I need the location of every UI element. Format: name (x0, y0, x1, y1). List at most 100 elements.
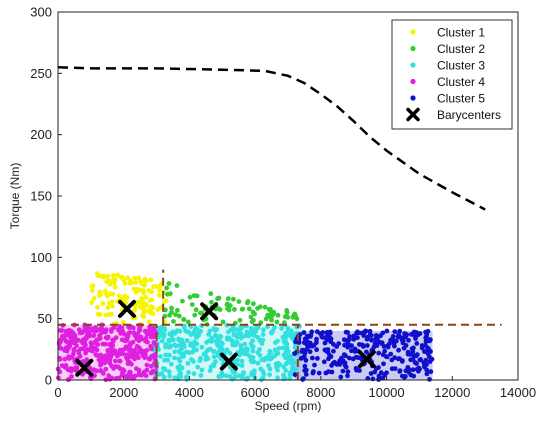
cluster-2-point (275, 312, 281, 318)
cluster-4-point (99, 330, 105, 336)
cluster-5-point (400, 358, 405, 363)
cluster-1-point (103, 312, 109, 318)
cluster-3-point (250, 344, 256, 350)
cluster-1-point (112, 284, 118, 290)
cluster-5-point (361, 333, 367, 338)
cluster-5-point (345, 373, 350, 379)
cluster-4-point (137, 372, 142, 378)
cluster-4-point (82, 327, 87, 333)
cluster-5-point (306, 334, 311, 339)
cluster-3-point (162, 367, 168, 373)
cluster-3-point (179, 339, 184, 345)
cluster-5-point (378, 333, 383, 339)
cluster-5-point (296, 340, 302, 345)
cluster-2-point (245, 299, 251, 304)
cluster-3-point (260, 332, 266, 337)
cluster-3-point (244, 349, 250, 354)
cluster-5-point (332, 359, 337, 365)
cluster-4-point (127, 369, 133, 375)
cluster-5-point (306, 344, 312, 349)
cluster-5-point (303, 372, 309, 377)
cluster-5-point (381, 344, 387, 349)
cluster-4-point (62, 356, 68, 362)
cluster-2-point (187, 294, 193, 300)
cluster-4-point (148, 363, 154, 369)
cluster-4-point (88, 328, 94, 333)
cluster-5-point (368, 371, 374, 376)
cluster-1-point (95, 273, 101, 279)
cluster-3-point (198, 328, 204, 334)
cluster-3-point (166, 369, 172, 375)
legend-marker-cluster-5 (410, 95, 416, 101)
cluster-4-point (98, 359, 103, 365)
cluster-4-point (71, 346, 77, 352)
cluster-3-point (289, 328, 294, 334)
cluster-3-point (211, 326, 217, 331)
cluster-4-point (146, 330, 152, 336)
cluster-2-point (231, 296, 236, 302)
cluster-3-point (273, 340, 278, 345)
cluster-5-point (341, 352, 347, 357)
cluster-5-point (302, 363, 308, 369)
cluster-3-point (234, 335, 240, 340)
cluster-3-point (186, 370, 192, 375)
cluster-4-point (109, 375, 114, 381)
cluster-1-point (110, 303, 115, 309)
cluster-4-point (75, 337, 81, 343)
cluster-1-point (89, 300, 94, 305)
cluster-4-point (110, 339, 116, 344)
cluster-4-point (85, 347, 91, 352)
cluster-1-point (139, 298, 145, 303)
cluster-3-point (165, 357, 171, 363)
cluster-1-point (147, 288, 152, 294)
cluster-5-point (380, 375, 386, 381)
cluster-3-point (161, 334, 167, 340)
cluster-4-point (123, 344, 129, 350)
cluster-2-point (209, 299, 214, 305)
cluster-3-point (169, 333, 175, 339)
cluster-5-point (342, 360, 348, 366)
x-tick-label: 10000 (368, 385, 404, 400)
cluster-3-point (176, 367, 182, 373)
cluster-1-point (105, 273, 111, 279)
cluster-1-point (121, 320, 126, 325)
cluster-1-point (100, 301, 106, 306)
cluster-3-point (216, 338, 222, 344)
cluster-5-point (312, 362, 317, 368)
cluster-3-point (193, 325, 199, 331)
cluster-4-point (126, 352, 132, 357)
cluster-5-point (423, 343, 428, 348)
cluster-5-point (372, 340, 378, 346)
cluster-4-point (92, 340, 97, 346)
cluster-3-point (188, 342, 193, 348)
cluster-4-point (116, 327, 121, 333)
cluster-3-point (177, 358, 183, 364)
cluster-3-point (169, 337, 175, 343)
cluster-3-point (224, 347, 230, 353)
cluster-4-point (66, 354, 71, 359)
cluster-4-point (100, 341, 106, 347)
cluster-3-point (262, 357, 268, 362)
cluster-4-point (149, 346, 154, 352)
cluster-5-point (410, 367, 416, 373)
cluster-5-point (406, 337, 411, 343)
cluster-5-point (314, 347, 319, 353)
cluster-2-point (271, 311, 277, 317)
cluster-2-point (220, 319, 226, 325)
cluster-3-point (215, 351, 221, 356)
cluster-5-point (364, 343, 370, 348)
cluster-4-point (127, 347, 133, 352)
cluster-1-point (98, 292, 104, 297)
y-tick-label: 100 (30, 250, 52, 265)
cluster-3-point (198, 373, 204, 378)
cluster-4-point (57, 356, 63, 362)
cluster-2-point (274, 319, 280, 325)
cluster-5-point (384, 370, 389, 376)
cluster-3-point (211, 362, 216, 368)
cluster-4-point (127, 325, 132, 330)
cluster-3-point (207, 346, 213, 352)
y-tick-label: 200 (30, 127, 52, 142)
cluster-5-point (426, 354, 432, 360)
cluster-4-point (130, 354, 135, 360)
cluster-5-point (327, 329, 333, 335)
